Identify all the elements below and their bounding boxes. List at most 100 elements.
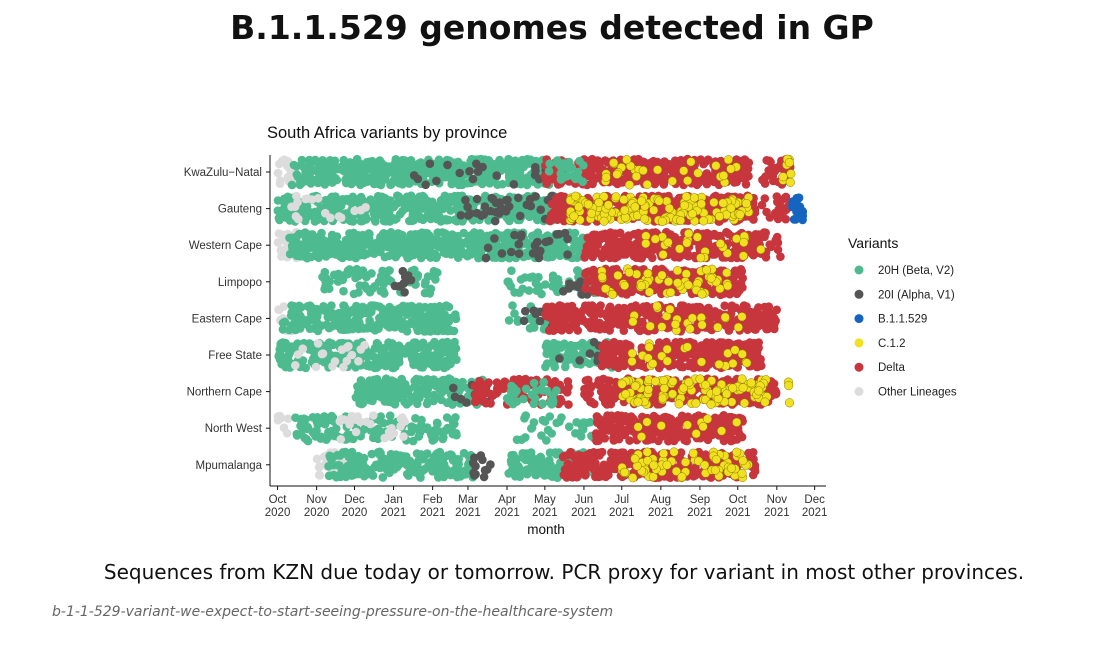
data-point — [765, 213, 775, 222]
data-point — [575, 356, 584, 365]
data-point — [480, 202, 490, 211]
data-point — [501, 207, 511, 216]
data-point — [588, 175, 597, 184]
data-point — [443, 160, 452, 170]
data-point — [672, 266, 683, 276]
data-point — [612, 240, 621, 250]
data-point — [556, 169, 566, 178]
data-point — [638, 165, 648, 176]
data-point — [711, 161, 721, 171]
data-point — [465, 167, 474, 176]
data-point — [390, 322, 400, 332]
data-point — [422, 250, 431, 260]
data-point — [722, 268, 732, 278]
data-point — [320, 267, 330, 277]
data-point — [548, 271, 558, 281]
data-point — [618, 178, 627, 187]
data-point — [756, 244, 766, 255]
data-point — [429, 375, 439, 384]
data-point — [293, 350, 303, 359]
data-point — [440, 215, 449, 224]
data-point — [287, 180, 297, 190]
data-point — [650, 179, 660, 189]
data-point — [630, 202, 640, 212]
data-point — [585, 359, 594, 369]
data-point — [684, 228, 694, 239]
data-point — [645, 321, 655, 331]
data-point — [635, 326, 645, 336]
data-point — [723, 281, 733, 291]
data-point — [706, 174, 716, 183]
data-point — [387, 309, 396, 319]
data-point — [406, 240, 416, 249]
data-point — [592, 164, 601, 173]
data-point — [534, 253, 544, 263]
data-point — [479, 210, 489, 219]
data-point — [714, 211, 725, 221]
data-point — [352, 154, 362, 164]
data-point — [682, 342, 692, 352]
data-point — [668, 168, 678, 177]
data-point — [567, 163, 577, 172]
data-point — [283, 356, 293, 366]
data-point — [696, 357, 707, 367]
data-point — [437, 385, 446, 395]
data-point — [281, 158, 290, 167]
data-point — [620, 280, 630, 291]
data-point — [657, 322, 667, 332]
data-point — [371, 211, 380, 220]
data-point — [760, 194, 770, 203]
data-point — [663, 237, 673, 247]
data-point — [781, 214, 790, 224]
data-point — [594, 198, 604, 208]
data-point — [749, 350, 758, 359]
data-point — [326, 213, 335, 223]
data-point — [374, 201, 384, 210]
data-point — [367, 269, 376, 278]
data-point — [452, 241, 461, 251]
data-point — [676, 215, 686, 226]
data-point — [741, 157, 751, 166]
data-point — [442, 398, 452, 408]
data-point — [701, 265, 712, 275]
data-point — [620, 205, 630, 215]
data-point — [585, 349, 595, 358]
data-point — [331, 250, 341, 259]
data-point — [504, 316, 514, 325]
data-point — [479, 233, 488, 242]
data-point — [681, 192, 691, 202]
data-point — [619, 195, 629, 205]
data-point — [542, 359, 552, 368]
data-point — [615, 228, 625, 238]
data-point — [574, 341, 583, 350]
data-point — [580, 253, 589, 262]
data-point — [483, 243, 493, 253]
data-point — [398, 266, 408, 276]
data-point — [508, 301, 517, 310]
data-point — [378, 239, 387, 249]
data-point — [714, 359, 724, 369]
data-point — [310, 217, 320, 226]
data-point — [549, 340, 558, 349]
data-point — [457, 249, 467, 259]
data-point — [723, 155, 733, 165]
data-point — [701, 157, 710, 166]
data-point — [431, 356, 440, 366]
data-point — [552, 214, 561, 223]
data-point — [289, 237, 298, 246]
data-point — [509, 180, 519, 189]
data-point — [687, 313, 697, 323]
data-point — [745, 338, 755, 347]
data-point — [370, 343, 380, 353]
data-point — [364, 234, 374, 244]
data-point — [696, 199, 706, 209]
data-point — [337, 345, 347, 355]
data-point — [578, 177, 587, 186]
data-point — [327, 301, 336, 310]
data-point — [673, 278, 683, 288]
data-point — [683, 176, 693, 186]
data-point — [393, 178, 403, 187]
data-point — [381, 277, 391, 286]
data-point — [546, 174, 556, 184]
data-point — [552, 230, 562, 239]
